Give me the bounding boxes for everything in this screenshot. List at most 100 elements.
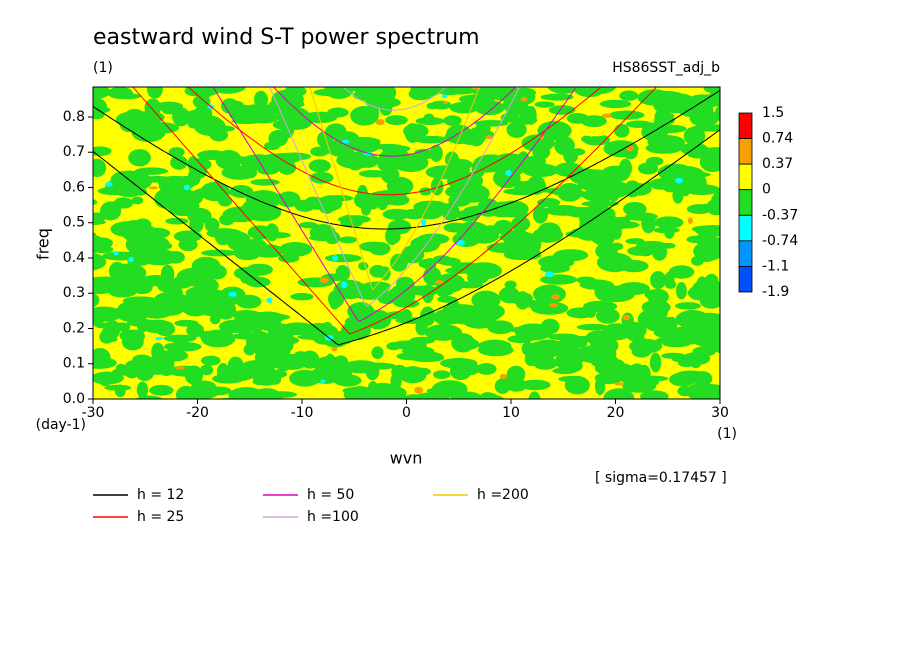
field-patch: [139, 278, 160, 286]
field-patch: [365, 104, 380, 121]
field-patch: [302, 111, 338, 123]
field-patch: [298, 221, 318, 229]
field-patch: [478, 339, 512, 353]
field-patch: [433, 309, 455, 325]
colorbar-box: [738, 214, 753, 242]
x-axis-label: wvn: [390, 449, 423, 468]
field-patch: [649, 352, 662, 373]
field-patch: [614, 391, 625, 399]
field-patch: [269, 374, 282, 385]
field-patch: [128, 149, 151, 167]
field-patch: [165, 217, 189, 225]
field-patch: [257, 389, 283, 399]
legend-label: h =200: [477, 487, 529, 503]
field-patch: [239, 104, 277, 119]
field-patch: [309, 171, 334, 184]
field-patch: [639, 390, 669, 399]
field-patch: [536, 197, 561, 208]
field-patch: [247, 330, 272, 350]
field-patch: [496, 200, 529, 218]
field-patch: [605, 181, 630, 198]
field-patch: [200, 355, 221, 366]
field-patch: [356, 184, 368, 204]
field-patch: [654, 108, 672, 127]
field-spot: [626, 144, 634, 152]
field-patch: [173, 230, 203, 243]
y-tick-label: 0.4: [63, 250, 85, 266]
subtitle: (1): [93, 60, 113, 76]
field-patch: [619, 90, 639, 101]
field-patch: [683, 126, 706, 146]
field-patch: [242, 212, 269, 219]
field-patch: [505, 108, 524, 116]
field-patch: [231, 310, 262, 320]
field-patch: [265, 232, 291, 239]
x-tick-label: -10: [291, 405, 314, 421]
field-patch: [533, 356, 558, 370]
field-patch: [93, 371, 124, 385]
field-patch: [364, 198, 380, 210]
field-patch: [279, 322, 317, 336]
field-patch: [271, 89, 304, 110]
field-patch: [93, 89, 101, 106]
colorbar-label: -1.9: [762, 284, 789, 300]
field-patch: [532, 284, 566, 304]
field-patch: [651, 124, 687, 134]
field-patch: [93, 146, 112, 157]
field-patch: [675, 309, 710, 329]
field-patch: [113, 197, 134, 209]
field-patch: [498, 286, 520, 304]
field-patch: [624, 212, 658, 221]
field-patch: [108, 261, 126, 281]
legend-label: h = 50: [307, 487, 354, 503]
field-patch: [134, 167, 169, 175]
field-patch: [383, 387, 406, 399]
field-patch: [656, 336, 679, 345]
field-patch: [553, 339, 588, 349]
x-tick-label: 0: [402, 405, 411, 421]
field-patch: [278, 253, 300, 263]
dispersion-curve: [212, 87, 577, 322]
field-patch: [371, 346, 384, 360]
field-patch: [415, 117, 445, 126]
field-patch: [358, 169, 388, 178]
field-patch: [215, 300, 237, 320]
field-patch: [226, 231, 252, 252]
field-patch: [442, 304, 479, 314]
field-patch: [433, 370, 451, 380]
field-patch: [348, 158, 363, 171]
dispersion-curve: [342, 87, 447, 111]
field-patch: [595, 308, 620, 324]
x-tick-label: 30: [711, 405, 729, 421]
field-spot: [342, 139, 350, 144]
field-patch: [382, 208, 411, 220]
field-patch: [595, 242, 618, 260]
field-patch: [170, 155, 188, 170]
colorbar-label: -0.74: [762, 233, 798, 249]
x-tick-label: -30: [82, 405, 105, 421]
field-patch: [199, 364, 214, 376]
field-patch: [172, 107, 191, 127]
colorbar-box: [738, 189, 753, 216]
field-patch: [389, 253, 408, 272]
field-patch: [175, 385, 197, 399]
field-patch: [599, 285, 636, 303]
field-spot: [601, 113, 612, 118]
field-patch: [530, 301, 569, 315]
field-spot: [331, 346, 338, 352]
field-patch: [603, 140, 639, 158]
field-patch: [653, 227, 680, 234]
field-patch: [552, 186, 581, 197]
field-patch: [580, 135, 593, 143]
field-patch: [521, 341, 535, 356]
colorbar-box: [738, 112, 753, 139]
field-patch: [628, 338, 663, 354]
field-patch: [199, 330, 216, 341]
field-patch: [464, 223, 482, 230]
field-patch: [393, 153, 429, 173]
dispersion-curve: [132, 87, 658, 335]
field-patch: [377, 194, 404, 203]
colorbar-label: 0.74: [762, 131, 793, 147]
y-axis-label: freq: [34, 228, 53, 260]
field-patch: [263, 153, 299, 160]
